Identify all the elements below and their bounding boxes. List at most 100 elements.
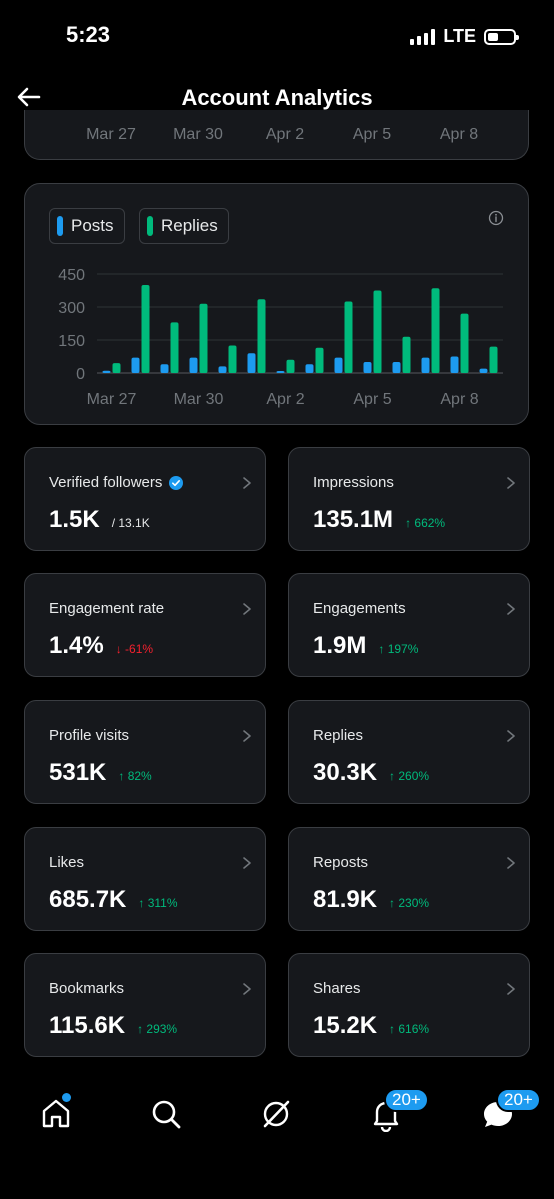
stat-card[interactable]: Engagement rate 1.4% ↓ -61% bbox=[24, 573, 266, 677]
stat-value-row: 1.4% ↓ -61% bbox=[49, 632, 153, 660]
stat-value-row: 115.6K ↑ 293% bbox=[49, 1012, 177, 1040]
bar-posts[interactable] bbox=[334, 357, 343, 373]
back-button[interactable] bbox=[14, 82, 44, 112]
nav-search[interactable] bbox=[148, 1096, 184, 1132]
status-indicators: LTE bbox=[410, 26, 519, 47]
stat-title-text: Reposts bbox=[313, 854, 369, 871]
stat-card[interactable]: Shares 15.2K ↑ 616% bbox=[288, 953, 530, 1057]
search-icon bbox=[152, 1100, 181, 1129]
stat-card[interactable]: Likes 685.7K ↑ 311% bbox=[24, 827, 266, 931]
bottom-nav: 20+ 20+ bbox=[0, 1070, 554, 1170]
stat-value-row: 15.2K ↑ 616% bbox=[313, 1012, 429, 1040]
x-tick-label: Apr 5 bbox=[353, 391, 391, 408]
stat-value: 685.7K bbox=[49, 886, 127, 913]
bar-posts[interactable] bbox=[450, 356, 459, 374]
verified-badge-icon bbox=[169, 475, 184, 490]
arrow-left-icon bbox=[17, 87, 41, 107]
network-label: LTE bbox=[443, 26, 476, 46]
bar-posts[interactable] bbox=[479, 368, 488, 373]
bar-posts[interactable] bbox=[276, 371, 285, 373]
notifications-badge: 20+ bbox=[384, 1088, 429, 1112]
stat-card[interactable]: Bookmarks 115.6K ↑ 293% bbox=[24, 953, 266, 1057]
nav-messages[interactable]: 20+ bbox=[480, 1088, 541, 1132]
stat-card[interactable]: Reposts 81.9K ↑ 230% bbox=[288, 827, 530, 931]
bar-posts[interactable] bbox=[131, 357, 140, 373]
stat-card[interactable]: Profile visits 531K ↑ 82% bbox=[24, 700, 266, 804]
chevron-right-icon bbox=[243, 603, 251, 615]
bar-posts[interactable] bbox=[102, 370, 111, 373]
chevron-right-icon bbox=[507, 603, 515, 615]
stat-title: Engagements bbox=[313, 600, 406, 617]
stat-card[interactable]: Replies 30.3K ↑ 260% bbox=[288, 700, 530, 804]
stat-title: Likes bbox=[49, 854, 84, 871]
status-time: 5:23 bbox=[66, 22, 111, 47]
bar-posts[interactable] bbox=[247, 353, 256, 373]
stat-title: Shares bbox=[313, 980, 361, 997]
chevron-right-icon bbox=[243, 857, 251, 869]
stat-card[interactable]: Impressions 135.1M ↑ 662% bbox=[288, 447, 530, 551]
chevron-right-icon bbox=[243, 730, 251, 742]
x-tick-label: Mar 30 bbox=[173, 126, 223, 143]
stat-title-text: Bookmarks bbox=[49, 980, 125, 997]
stat-card[interactable]: Engagements 1.9M ↑ 197% bbox=[288, 573, 530, 677]
nav-grok[interactable] bbox=[258, 1096, 294, 1132]
bar-replies[interactable] bbox=[257, 299, 266, 373]
stat-title: Engagement rate bbox=[49, 600, 164, 617]
bar-posts[interactable] bbox=[160, 364, 169, 373]
nav-home[interactable] bbox=[38, 1093, 74, 1132]
bar-replies[interactable] bbox=[199, 303, 208, 373]
stat-value: 81.9K bbox=[313, 886, 378, 913]
bar-replies[interactable] bbox=[344, 301, 353, 374]
stat-title-text: Profile visits bbox=[49, 727, 130, 744]
home-icon bbox=[42, 1099, 70, 1128]
stat-title-text: Engagement rate bbox=[49, 600, 165, 617]
stat-value-row: 531K ↑ 82% bbox=[49, 759, 152, 787]
stat-title-text: Replies bbox=[313, 727, 364, 744]
y-tick-label: 150 bbox=[58, 333, 85, 350]
stat-value: 15.2K bbox=[313, 1012, 378, 1039]
legend-label: Replies bbox=[161, 216, 218, 235]
stat-title: Bookmarks bbox=[49, 980, 124, 997]
info-icon[interactable] bbox=[488, 210, 504, 226]
bar-replies[interactable] bbox=[228, 345, 237, 374]
stat-change: ↑ 230% bbox=[389, 896, 430, 910]
previous-chart-x-labels: Mar 27 Mar 30 Apr 2 Apr 5 Apr 8 bbox=[24, 126, 529, 146]
stat-value: 1.9M bbox=[313, 632, 367, 659]
bar-replies[interactable] bbox=[112, 363, 121, 373]
stat-change: ↑ 82% bbox=[118, 769, 152, 783]
legend-posts[interactable]: Posts bbox=[49, 208, 125, 244]
bar-replies[interactable] bbox=[141, 285, 150, 373]
stat-value-row: 30.3K ↑ 260% bbox=[313, 759, 429, 787]
bar-replies[interactable] bbox=[489, 346, 498, 373]
bar-posts[interactable] bbox=[305, 364, 314, 373]
stat-value: 30.3K bbox=[313, 759, 378, 786]
stat-change: ↑ 311% bbox=[138, 896, 178, 910]
bar-posts[interactable] bbox=[363, 362, 372, 373]
bar-posts[interactable] bbox=[218, 366, 227, 373]
bar-replies[interactable] bbox=[460, 313, 469, 373]
stat-title: Profile visits bbox=[49, 727, 129, 744]
bar-replies[interactable] bbox=[286, 359, 295, 373]
stat-value-row: 685.7K ↑ 311% bbox=[49, 886, 178, 914]
stat-card[interactable]: Verified followers 1.5K / 13.1K bbox=[24, 447, 266, 551]
bar-posts[interactable] bbox=[392, 362, 401, 373]
legend-swatch bbox=[147, 216, 153, 236]
nav-notifications[interactable]: 20+ bbox=[368, 1088, 429, 1133]
bar-posts[interactable] bbox=[189, 357, 198, 373]
stat-value: 531K bbox=[49, 759, 107, 786]
stat-value: 135.1M bbox=[313, 506, 394, 533]
bar-replies[interactable] bbox=[373, 290, 382, 374]
x-tick-label: Apr 8 bbox=[439, 126, 479, 143]
page-title: Account Analytics bbox=[181, 85, 373, 110]
bar-replies[interactable] bbox=[402, 336, 411, 373]
chevron-right-icon bbox=[243, 983, 251, 995]
bar-replies[interactable] bbox=[315, 347, 324, 373]
chevron-right-icon bbox=[507, 983, 515, 995]
stat-title-text: Impressions bbox=[313, 474, 394, 491]
stat-title: Verified followers bbox=[49, 474, 184, 491]
bar-replies[interactable] bbox=[431, 288, 440, 373]
legend-replies[interactable]: Replies bbox=[139, 208, 229, 244]
x-tick-label: Apr 8 bbox=[440, 391, 478, 408]
bar-posts[interactable] bbox=[421, 357, 430, 373]
bar-replies[interactable] bbox=[170, 322, 179, 373]
